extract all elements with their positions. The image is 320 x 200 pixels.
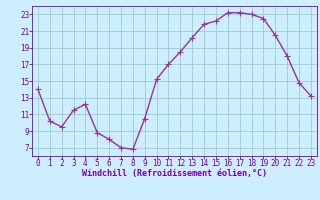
X-axis label: Windchill (Refroidissement éolien,°C): Windchill (Refroidissement éolien,°C) xyxy=(82,169,267,178)
